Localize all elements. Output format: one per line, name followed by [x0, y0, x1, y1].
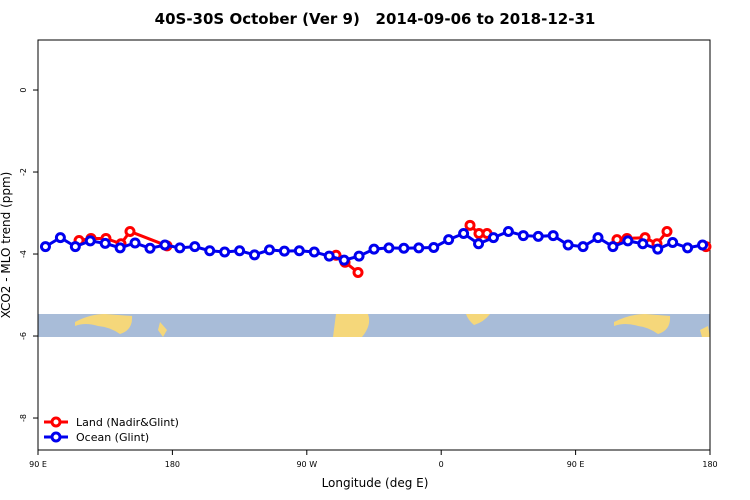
data-point	[667, 237, 679, 249]
chart-title: 40S-30S October (Ver 9) 2014-09-06 to 20…	[155, 10, 596, 28]
y-tick-label: -8	[19, 414, 28, 422]
y-tick-label: -6	[19, 332, 28, 340]
data-point	[129, 237, 141, 249]
x-axis-label: Longitude (deg E)	[322, 476, 429, 490]
legend-label: Land (Nadir&Glint)	[76, 416, 179, 429]
x-tick-label: 0	[439, 460, 444, 469]
data-point	[428, 241, 440, 253]
land-shape	[333, 314, 370, 337]
land-shape	[158, 322, 167, 337]
data-point	[383, 242, 395, 254]
data-point	[352, 266, 364, 278]
data-point	[532, 230, 544, 242]
data-point	[308, 246, 320, 258]
data-point	[661, 225, 673, 237]
data-point	[39, 241, 51, 253]
land-shape	[614, 314, 671, 334]
data-point	[697, 239, 709, 251]
y-axis-label: XCO2 - MLO trend (ppm)	[0, 172, 13, 319]
data-point	[413, 242, 425, 254]
legend-marker	[50, 431, 62, 443]
ocean-background	[38, 314, 710, 337]
data-point	[517, 230, 529, 242]
y-tick-label: 0	[19, 87, 28, 92]
data-point	[249, 249, 261, 261]
data-point	[144, 242, 156, 254]
data-point	[204, 245, 216, 257]
data-point	[338, 254, 350, 266]
land-shape	[700, 326, 710, 337]
y-tick-label: -4	[19, 250, 28, 258]
y-tick-label: -2	[19, 168, 28, 176]
data-point	[99, 237, 111, 249]
data-point	[464, 219, 476, 231]
data-point	[323, 250, 335, 262]
x-tick-label: 90 W	[296, 460, 317, 469]
data-point	[682, 242, 694, 254]
data-point	[114, 242, 126, 254]
data-point	[189, 241, 201, 253]
land-shape	[75, 314, 133, 334]
data-point	[592, 232, 604, 244]
data-point	[353, 250, 365, 262]
data-point	[607, 241, 619, 253]
data-point	[263, 244, 275, 256]
data-point	[219, 246, 231, 258]
data-point	[637, 238, 649, 250]
data-point	[84, 235, 96, 247]
data-point	[54, 232, 66, 244]
legend-marker	[50, 416, 62, 428]
land-shape	[466, 314, 490, 325]
data-point	[622, 235, 634, 247]
data-point	[234, 245, 246, 257]
x-tick-label: 90 E	[29, 460, 47, 469]
legend-label: Ocean (Glint)	[76, 431, 149, 444]
data-point	[368, 243, 380, 255]
map-strip	[38, 314, 710, 337]
data-point	[278, 245, 290, 257]
data-point	[547, 230, 559, 242]
data-point	[443, 234, 455, 246]
data-point	[293, 245, 305, 257]
data-point	[502, 225, 514, 237]
data-point	[159, 239, 171, 251]
data-point	[69, 241, 81, 253]
data-point	[458, 228, 470, 240]
x-tick-label: 180	[702, 460, 717, 469]
x-tick-label: 180	[165, 460, 180, 469]
data-point	[487, 232, 499, 244]
data-point	[174, 242, 186, 254]
data-point	[652, 243, 664, 255]
data-point	[577, 241, 589, 253]
x-tick-label: 90 E	[567, 460, 585, 469]
data-point	[473, 238, 485, 250]
data-point	[562, 239, 574, 251]
data-point	[398, 242, 410, 254]
data-point	[124, 225, 136, 237]
